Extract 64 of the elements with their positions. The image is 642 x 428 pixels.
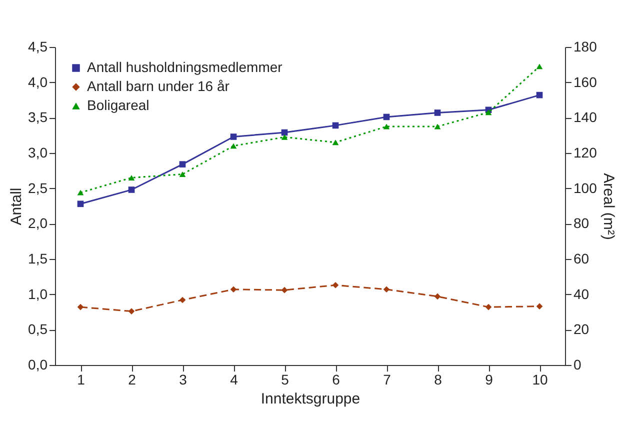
y-tick-label: 3,0 xyxy=(28,144,48,160)
x-tick-label: 9 xyxy=(485,372,494,388)
point xyxy=(383,114,390,120)
point xyxy=(77,190,84,196)
y-tick-label: 4,0 xyxy=(28,74,48,90)
point xyxy=(128,186,135,193)
point xyxy=(536,92,543,98)
point xyxy=(230,286,237,293)
point xyxy=(434,124,441,130)
x-axis-title: Inntektsgruppe xyxy=(260,390,360,408)
y-tick-label: 0,5 xyxy=(28,321,48,338)
y2-tick-label: 80 xyxy=(574,215,590,232)
point xyxy=(281,286,288,294)
point xyxy=(332,282,339,288)
y-tick-label: 2,0 xyxy=(28,215,48,232)
x-tick-label: 6 xyxy=(332,372,340,388)
point xyxy=(230,134,237,140)
point xyxy=(485,304,492,310)
y2-tick-label: 100 xyxy=(574,180,598,196)
point xyxy=(128,308,135,314)
y2-tick-label: 160 xyxy=(574,74,598,90)
x-tick-label: 3 xyxy=(179,372,188,388)
point xyxy=(434,293,441,300)
point xyxy=(128,174,135,180)
y2-tick-label: 60 xyxy=(574,250,590,266)
y2-tick-label: 180 xyxy=(574,38,598,54)
legend-label: Antall husholdningsmedlemmer xyxy=(87,59,283,75)
legend-label: Antall barn under 16 år xyxy=(87,78,230,94)
x-tick-label: 2 xyxy=(128,372,136,388)
x-tick-label: 7 xyxy=(383,372,392,388)
point xyxy=(434,110,441,116)
point xyxy=(179,161,186,168)
y2-axis-title: Areal (m²) xyxy=(600,173,617,240)
x-tick-label: 8 xyxy=(434,372,442,388)
y-tick-label: 1,5 xyxy=(28,250,48,266)
point xyxy=(485,110,492,116)
y-tick-label: 4,5 xyxy=(28,38,48,54)
point xyxy=(77,200,84,208)
point xyxy=(383,286,390,293)
y-axis-title: Antall xyxy=(8,188,26,226)
y2-tick-label: 120 xyxy=(574,144,598,160)
point xyxy=(281,134,288,140)
y-tick-label: 0,0 xyxy=(28,356,48,372)
x-tick-label: 4 xyxy=(230,372,238,388)
y-tick-label: 3,5 xyxy=(28,109,48,126)
point xyxy=(179,296,186,304)
y2-tick-label: 0 xyxy=(574,356,582,372)
y-tick-label: 2,5 xyxy=(28,180,48,196)
y2-tick-label: 40 xyxy=(574,286,590,302)
x-tick-label: 5 xyxy=(281,372,290,388)
point xyxy=(179,171,186,177)
point xyxy=(536,64,543,70)
legend-label: Boligareal xyxy=(87,97,150,113)
point xyxy=(383,124,390,130)
y2-tick-label: 140 xyxy=(574,109,598,126)
point xyxy=(332,122,339,129)
point xyxy=(536,303,543,310)
x-tick-label: 1 xyxy=(77,372,86,388)
y2-tick-label: 20 xyxy=(574,321,590,338)
point xyxy=(332,140,339,146)
x-tick-label: 10 xyxy=(532,372,548,388)
y-tick-label: 1,0 xyxy=(28,286,48,302)
point xyxy=(77,304,84,310)
point xyxy=(230,143,237,149)
